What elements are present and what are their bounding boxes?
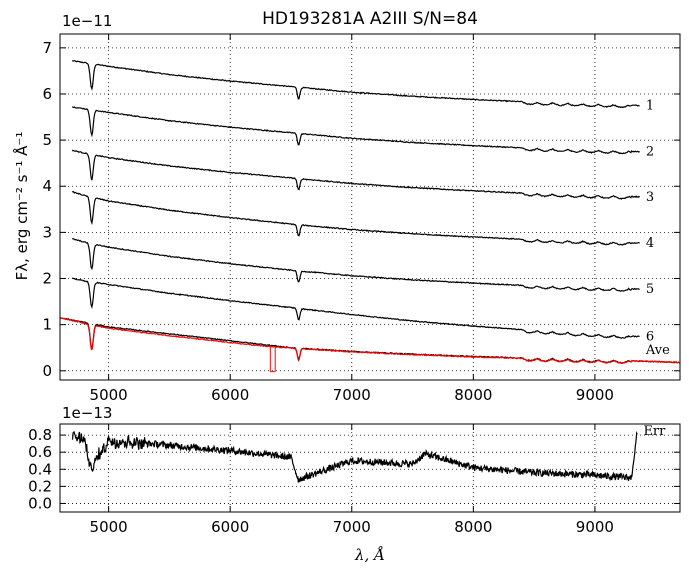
top-series-label: 4 <box>646 236 654 251</box>
top-x-tick-label: 6000 <box>211 386 249 404</box>
bottom-ticks: 5000 6000 7000 8000 9000 0.00.20.40.60.8 <box>28 424 680 536</box>
bottom-axes-frame <box>59 423 681 513</box>
top-series-label: 1 <box>646 99 654 114</box>
bottom-y-tick-label: 0.8 <box>28 426 52 444</box>
bottom-grid <box>60 424 680 512</box>
top-series-line <box>71 237 640 292</box>
top-y-tick-label: 7 <box>42 39 52 57</box>
bottom-x-tick-label: 5000 <box>90 518 128 536</box>
top-series-line <box>71 190 640 246</box>
top-y-tick-label: 6 <box>42 85 52 103</box>
chart-title: HD193281A A2III S/N=84 <box>262 9 478 29</box>
top-series-label: 5 <box>646 282 654 297</box>
bottom-y-tick-label: 0.2 <box>28 477 52 495</box>
bottom-x-tick-label: 9000 <box>576 518 614 536</box>
top-y-tick-label: 5 <box>42 131 52 149</box>
top-series-line <box>71 59 640 109</box>
top-series-line <box>71 106 640 155</box>
top-x-tick-label: 5000 <box>90 386 128 404</box>
bottom-plot-lines: Err <box>71 424 666 483</box>
bottom-series-line <box>71 430 638 483</box>
bottom-x-tick-label: 8000 <box>454 518 492 536</box>
bottom-x-tick-label: 6000 <box>211 518 249 536</box>
bottom-y-tick-label: 0.0 <box>28 494 52 512</box>
top-x-tick-label: 9000 <box>576 386 614 404</box>
bottom-series-label: Err <box>643 424 666 439</box>
top-y-tick-label: 0 <box>42 362 52 380</box>
top-ticks: 5000 6000 7000 8000 9000 0 1 2 3 4 5 6 7 <box>42 34 680 404</box>
top-series-label: 6 <box>646 330 654 345</box>
x-axis-label: λ, Å <box>354 546 385 564</box>
top-axes-frame <box>59 33 681 381</box>
top-y-tick-label: 2 <box>42 270 52 288</box>
top-y-axis-label: Fλ, erg cm⁻² s⁻¹ Å⁻¹ <box>12 132 31 281</box>
bottom-y-tick-label: 0.4 <box>28 460 52 478</box>
top-exponent-label: 1e−11 <box>62 12 112 30</box>
top-series-line <box>71 149 641 200</box>
top-y-tick-label: 3 <box>42 223 52 241</box>
top-series-label: 3 <box>646 190 654 205</box>
top-x-tick-label: 7000 <box>333 386 371 404</box>
top-x-tick-label: 8000 <box>454 386 492 404</box>
top-series-line <box>59 317 681 365</box>
top-y-tick-label: 4 <box>42 177 52 195</box>
top-series-label: Ave <box>645 343 670 358</box>
bottom-x-tick-label: 7000 <box>333 518 371 536</box>
top-y-tick-label: 1 <box>42 316 52 334</box>
bottom-exponent-label: 1e−13 <box>62 404 112 422</box>
top-grid <box>60 34 680 380</box>
top-series-label: 2 <box>646 145 654 160</box>
top-series-line <box>72 277 640 339</box>
bottom-y-tick-label: 0.6 <box>28 443 52 461</box>
